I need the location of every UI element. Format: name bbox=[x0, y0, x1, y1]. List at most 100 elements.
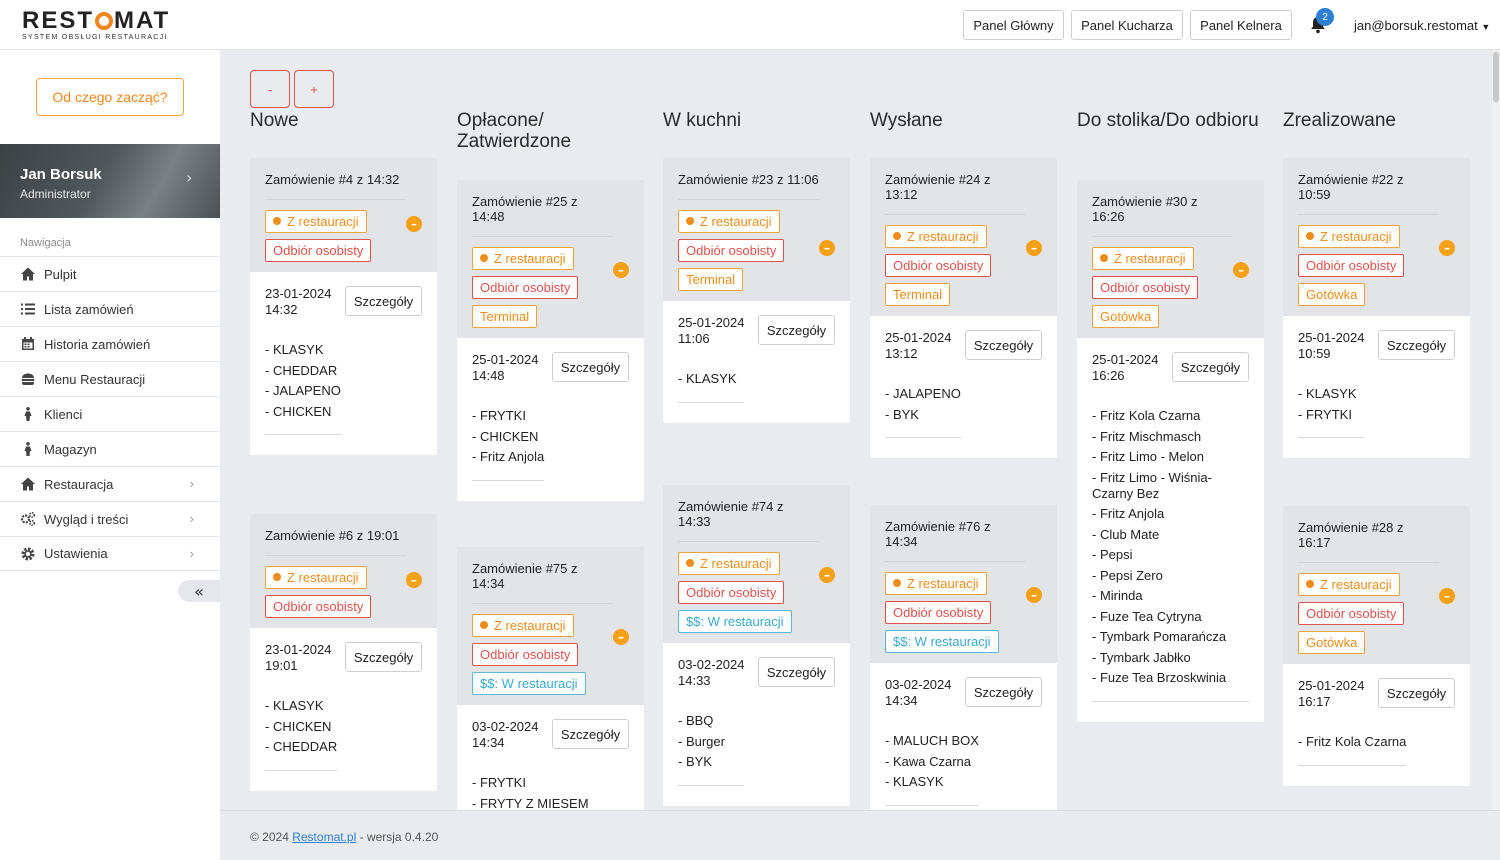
order-card[interactable]: Zamówienie #25 z 14:48 Z restauracji Odbió… bbox=[457, 180, 644, 501]
order-datetime: 03-02-2024 14:34 bbox=[885, 677, 965, 709]
order-item: - Fritz Kola Czarna bbox=[1092, 408, 1201, 423]
order-card[interactable]: Zamówienie #75 z 14:34 Z restauracji Odbió… bbox=[457, 547, 644, 810]
order-tag: Terminal bbox=[885, 283, 951, 306]
order-details-button[interactable]: Szczegóły bbox=[965, 677, 1042, 707]
order-details-button[interactable]: Szczegóły bbox=[552, 719, 629, 749]
collapse-minus-icon[interactable]: – bbox=[613, 629, 629, 645]
collapse-minus-icon[interactable]: – bbox=[1439, 240, 1455, 256]
order-datetime: 25-01-2024 10:59 bbox=[1298, 330, 1378, 362]
column-title: Zrealizowane bbox=[1283, 110, 1396, 131]
column-title: Wysłane bbox=[870, 110, 943, 131]
order-details-button[interactable]: Szczegóły bbox=[1378, 330, 1455, 360]
order-tag-label: $$: W restauracji bbox=[480, 676, 578, 691]
user-profile[interactable]: Jan Borsuk Administrator › bbox=[0, 144, 220, 218]
order-tag-label: Odbiór osobisty bbox=[273, 599, 364, 614]
order-tag: Odbiór osobisty bbox=[265, 239, 372, 262]
order-item: - FRYTY Z MIESEM bbox=[472, 795, 589, 811]
collapse-minus-icon[interactable]: – bbox=[1439, 588, 1455, 604]
order-items-list: - KLASYK - FRYTKI bbox=[1298, 386, 1364, 438]
order-card[interactable]: Zamówienie #23 z 11:06 Z restauracji Odbió… bbox=[663, 158, 850, 423]
sidebar-item-ustawienia[interactable]: Ustawienia › bbox=[0, 536, 220, 571]
sidebar-item-lista-zamówień[interactable]: Lista zamówień bbox=[0, 291, 220, 326]
board-column: Do stolika/Do odbioru Zamówienie #30 z 16… bbox=[1077, 110, 1264, 722]
zoom-in-button[interactable]: + bbox=[294, 70, 334, 108]
order-tag-label: Z restauracji bbox=[287, 570, 359, 585]
sidebar-item-menu-restauracji[interactable]: Menu Restauracji bbox=[0, 361, 220, 396]
order-card-header: Zamówienie #30 z 16:26 Z restauracji Odbió… bbox=[1077, 180, 1264, 338]
order-details-button[interactable]: Szczegóły bbox=[1172, 352, 1249, 382]
order-details-button[interactable]: Szczegóły bbox=[758, 657, 835, 687]
order-tag: Odbiór osobisty bbox=[472, 276, 579, 299]
start-guide-button[interactable]: Od czego zacząć? bbox=[36, 78, 184, 116]
order-details-button[interactable]: Szczegóły bbox=[552, 352, 629, 382]
order-card[interactable]: Zamówienie #22 z 10:59 Z restauracji Odbió… bbox=[1283, 158, 1470, 458]
order-card-body: 25-01-2024 16:17 Szczegóły - Fritz Kola Cza… bbox=[1283, 664, 1470, 786]
collapse-minus-icon[interactable]: – bbox=[1026, 240, 1042, 256]
sidebar-item-wygląd-i-treści[interactable]: Wygląd i treści › bbox=[0, 501, 220, 536]
order-card[interactable]: Zamówienie #6 z 19:01 Z restauracji Odbiór… bbox=[250, 514, 437, 791]
order-tag: Z restauracji bbox=[678, 210, 780, 233]
collapse-minus-icon[interactable]: – bbox=[819, 240, 835, 256]
order-card-body: 25-01-2024 13:12 Szczegóły - JALAPENO - BYK bbox=[870, 316, 1057, 458]
order-tag-label: Odbiór osobisty bbox=[893, 258, 984, 273]
collapse-minus-icon[interactable]: – bbox=[1026, 587, 1042, 603]
sidebar-item-pulpit[interactable]: Pulpit bbox=[0, 256, 220, 291]
collapse-minus-icon[interactable]: – bbox=[1233, 262, 1249, 278]
order-tag-label: Odbiór osobisty bbox=[686, 243, 777, 258]
collapse-minus-icon[interactable]: – bbox=[613, 262, 629, 278]
order-details-button[interactable]: Szczegóły bbox=[758, 315, 835, 345]
order-item: - FRYTKI bbox=[472, 408, 526, 423]
order-details-button[interactable]: Szczegóły bbox=[345, 642, 422, 672]
order-item: - Kawa Czarna bbox=[885, 753, 971, 769]
order-card[interactable]: Zamówienie #76 z 14:34 Z restauracji Odbió… bbox=[870, 505, 1057, 810]
order-title: Zamówienie #6 z 19:01 bbox=[265, 528, 406, 556]
collapse-minus-icon[interactable]: – bbox=[406, 216, 422, 232]
order-card-header: Zamówienie #74 z 14:33 Z restauracji Odbió… bbox=[663, 485, 850, 643]
order-tag-label: Odbiór osobisty bbox=[273, 243, 364, 258]
scrollbar-thumb[interactable] bbox=[1493, 52, 1499, 102]
order-card-body: 25-01-2024 14:48 Szczegóły - FRYTKI - CHICKE… bbox=[457, 338, 644, 501]
order-card[interactable]: Zamówienie #28 z 16:17 Z restauracji Odbió… bbox=[1283, 506, 1470, 786]
order-datetime: 25-01-2024 14:48 bbox=[472, 352, 552, 384]
order-time: 16:17 bbox=[1298, 694, 1331, 709]
collapse-minus-icon[interactable]: – bbox=[819, 567, 835, 583]
order-title: Zamówienie #76 z 14:34 bbox=[885, 519, 1026, 562]
status-dot-icon bbox=[686, 217, 694, 225]
order-card[interactable]: Zamówienie #74 z 14:33 Z restauracji Odbió… bbox=[663, 485, 850, 806]
chevron-right-icon: › bbox=[189, 511, 194, 526]
order-details-button[interactable]: Szczegóły bbox=[1378, 678, 1455, 708]
order-details-button[interactable]: Szczegóły bbox=[345, 286, 422, 316]
person-icon bbox=[20, 441, 36, 457]
sidebar-item-historia-zamówień[interactable]: Historia zamówień bbox=[0, 326, 220, 361]
order-card[interactable]: Zamówienie #24 z 13:12 Z restauracji Odbió… bbox=[870, 158, 1057, 458]
order-item: - CHEDDAR bbox=[265, 739, 338, 754]
order-item: - Mirinda bbox=[1092, 588, 1143, 603]
footer-link[interactable]: Restomat.pl bbox=[292, 830, 357, 844]
order-title: Zamówienie #25 z 14:48 bbox=[472, 194, 613, 237]
scrollbar-track[interactable] bbox=[1492, 50, 1500, 810]
order-details-button[interactable]: Szczegóły bbox=[965, 330, 1042, 360]
sidebar-item-klienci[interactable]: Klienci bbox=[0, 396, 220, 431]
order-card-header: Zamówienie #75 z 14:34 Z restauracji Odbió… bbox=[457, 547, 644, 705]
user-menu[interactable]: jan@borsuk.restomat ▼ bbox=[1354, 18, 1490, 33]
order-card-body: 23-01-2024 14:32 Szczegóły - KLASYK - CHEDDA… bbox=[250, 272, 437, 455]
panel-kelnera-button[interactable]: Panel Kelnera bbox=[1190, 10, 1292, 40]
sidebar-item-magazyn[interactable]: Magazyn bbox=[0, 431, 220, 466]
logo[interactable]: REST MAT SYSTEM OBSŁUGI RESTAURACJI bbox=[22, 9, 170, 42]
order-card-body: 25-01-2024 11:06 Szczegóły - KLASYK bbox=[663, 301, 850, 423]
collapse-sidebar-icon[interactable]: « bbox=[178, 580, 220, 602]
collapse-minus-icon[interactable]: – bbox=[406, 572, 422, 588]
notification-badge: 2 bbox=[1316, 8, 1334, 26]
order-items-list: - Fritz Kola Czarna - Fritz Mischmasch - F… bbox=[1092, 408, 1249, 702]
panel-glowny-button[interactable]: Panel Główny bbox=[963, 10, 1064, 40]
order-date: 25-01-2024 bbox=[1092, 352, 1159, 367]
order-item: - BYK bbox=[885, 406, 919, 422]
order-card[interactable]: Zamówienie #30 z 16:26 Z restauracji Odbió… bbox=[1077, 180, 1264, 722]
order-tag: Odbiór osobisty bbox=[1092, 276, 1199, 299]
panel-kucharza-button[interactable]: Panel Kucharza bbox=[1071, 10, 1183, 40]
sidebar-item-restauracja[interactable]: Restauracja › bbox=[0, 466, 220, 501]
zoom-out-button[interactable]: - bbox=[250, 70, 290, 108]
order-card[interactable]: Zamówienie #4 z 14:32 Z restauracji Odbiór… bbox=[250, 158, 437, 455]
order-item: - CHICKEN bbox=[265, 718, 332, 734]
order-card-header: Zamówienie #6 z 19:01 Z restauracji Odbiór… bbox=[250, 514, 437, 628]
